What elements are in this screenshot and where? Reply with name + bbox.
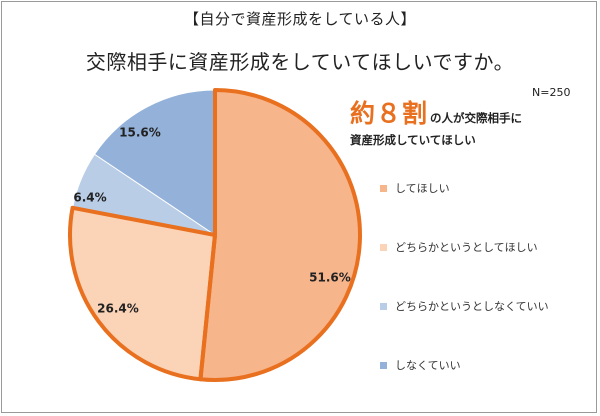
legend-item-2: どちらかというとしなくていい: [380, 298, 549, 314]
legend-label-2: どちらかというとしなくていい: [395, 300, 549, 313]
pie-slice-outline-0: [198, 88, 362, 382]
pie-slice-outline-1: [68, 205, 217, 382]
sample-size-label: N=250: [532, 86, 571, 99]
pie-slice-1: [69, 207, 216, 380]
pie-label-3: 15.6%: [119, 126, 161, 140]
callout-line2: 資産形成していてほしい: [350, 133, 476, 147]
legend-swatch-2: [380, 302, 387, 310]
pie-slice-0: [199, 89, 361, 381]
pie-label-0: 51.6%: [309, 271, 351, 285]
legend-label-0: してほしい: [395, 182, 450, 195]
callout-line1: の人が交際相手に: [430, 111, 523, 125]
legend-item-1: どちらかというとしてほしい: [380, 239, 538, 255]
pie-label-1: 26.4%: [97, 302, 139, 316]
chart-category: 【自分で資産形成をしている人】: [183, 10, 417, 28]
legend-swatch-3: [380, 361, 387, 369]
legend-swatch-0: [380, 184, 387, 192]
legend-label-1: どちらかというとしてほしい: [395, 241, 538, 254]
legend-item-3: しなくていい: [380, 357, 461, 373]
callout-highlight: 約８割: [350, 99, 429, 128]
legend-item-0: してほしい: [380, 180, 450, 196]
callout: 約８割 の人が交際相手に 資産形成していてほしい: [350, 94, 590, 148]
legend-label-3: しなくていい: [395, 359, 461, 372]
legend-swatch-1: [380, 243, 387, 251]
pie-slice-3: [93, 89, 216, 236]
pie-label-2: 6.4%: [73, 191, 106, 205]
chart-question-title: 交際相手に資産形成をしていてほしいですか。: [85, 50, 515, 74]
